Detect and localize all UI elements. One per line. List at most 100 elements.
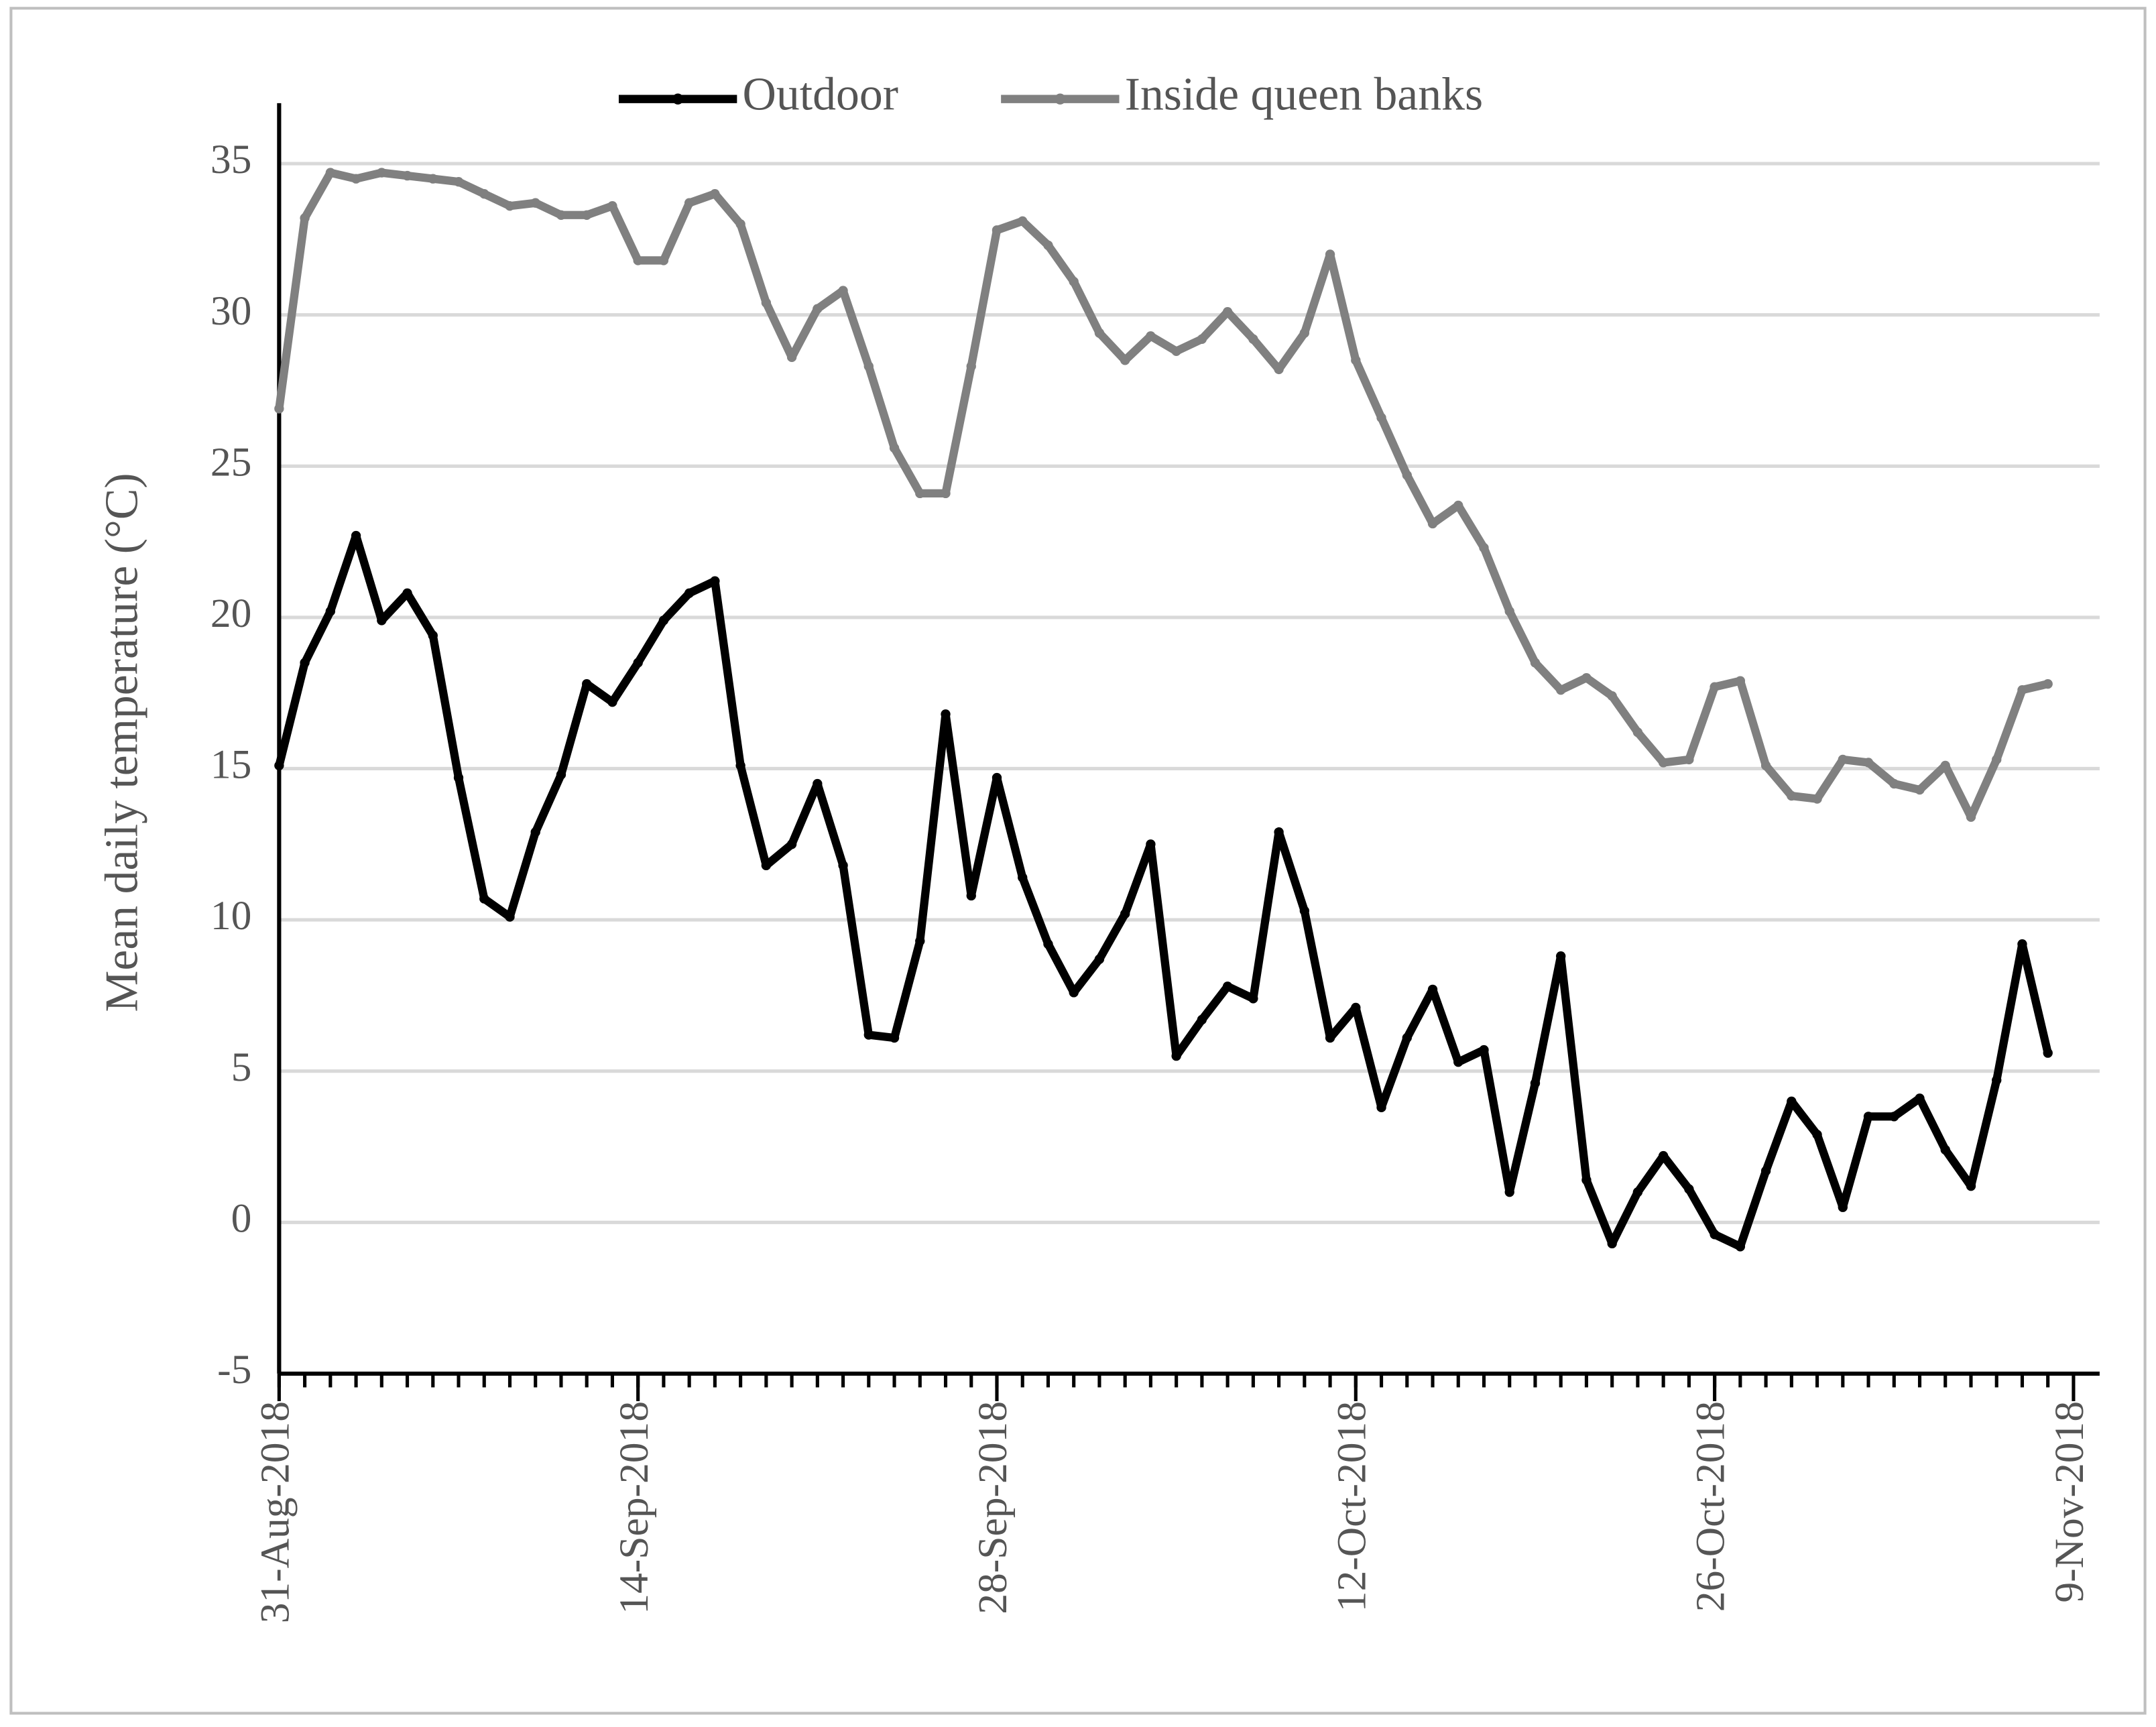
series-point [1351,1002,1361,1013]
series-point [1376,412,1386,423]
series-point [1299,328,1310,338]
series-point [633,255,643,265]
series-point [710,576,720,586]
series-point [1992,1075,2002,1085]
series-point [1889,778,1899,789]
legend-marker [672,93,684,105]
series-point [1402,470,1412,480]
series-point [1171,1051,1181,1061]
series-point [1094,328,1105,338]
series-point [274,404,284,414]
series-point [761,298,772,308]
series-point [1197,334,1207,344]
series-point [1966,812,1976,822]
series-point [966,890,976,901]
series-point [351,174,361,184]
legend-label: Inside queen banks [1125,69,1483,121]
series-point [786,352,797,363]
series-point [1504,1187,1514,1197]
series-point [453,772,464,783]
series-point [992,225,1002,235]
series-point [1427,518,1438,529]
series-point [1427,984,1438,995]
series-point [325,606,336,617]
y-tick-label: 15 [211,742,252,788]
series-point [556,770,566,780]
series-point [1197,1014,1207,1025]
series-point [607,201,617,211]
series-point [1376,1102,1386,1113]
series-point [941,488,951,499]
series-point [1274,827,1284,837]
series-point [1863,1112,1874,1122]
series-point [300,213,310,223]
series-point [505,201,515,211]
x-tick-label: 12-Oct-2018 [1329,1401,1374,1612]
series-point [1120,908,1130,919]
series-point [1402,1032,1412,1043]
series-line [275,531,2052,1251]
series-point [1094,954,1105,964]
series-point [1760,1166,1771,1176]
series-point [325,168,336,178]
series-point [915,936,925,946]
series-point [556,210,566,220]
series-point [428,630,438,641]
series-point [2043,678,2053,689]
series-point [1787,790,1797,801]
series-point [402,588,412,598]
y-tick-label: 35 [211,137,252,182]
y-tick-label: 10 [211,893,252,939]
x-tick-label: 26-Oct-2018 [1688,1401,1734,1612]
series-point [786,839,797,849]
series-point [915,488,925,499]
series-point [505,912,515,922]
series-point [1658,1150,1669,1161]
series-point [1069,276,1079,287]
series-point [1992,754,2002,765]
y-tick-label: 20 [211,591,252,636]
series-point [1325,1032,1335,1043]
y-tick-label: 25 [211,439,252,485]
series-point [813,778,823,789]
series-point [402,170,412,181]
series-point [1940,1144,1950,1155]
series-point [1453,500,1463,511]
series-point [1632,727,1643,737]
series-point [1915,784,1925,795]
series-point [966,361,976,371]
series-point [377,168,387,178]
legend-label: Outdoor [743,69,898,121]
series-point [889,1032,900,1043]
series-point [428,174,438,184]
series-point [1710,1230,1720,1240]
series-point [1940,760,1950,771]
series-point [1838,1202,1848,1212]
series-point [479,894,489,904]
series-point [2017,684,2027,695]
series-point [1453,1057,1463,1067]
series-point [941,709,951,719]
x-tick-label: 14-Sep-2018 [611,1401,657,1614]
y-tick-label: 0 [231,1195,252,1241]
series-point [1351,355,1361,365]
series-point [530,827,540,837]
series-point [1146,839,1156,849]
series-point [1479,542,1489,553]
series-point [735,760,745,771]
series-point [1607,691,1617,701]
series-point [1581,672,1592,683]
legend-marker [1055,93,1066,105]
series-point [1787,1096,1797,1106]
series-point [1607,1238,1617,1249]
series-point [1299,906,1310,916]
series-point [274,760,284,771]
y-tick-label: 5 [231,1045,252,1090]
chart-frame [9,7,2147,1715]
x-tick-label: 28-Sep-2018 [970,1401,1016,1614]
series-point [1812,794,1822,804]
series-point [1018,872,1028,883]
series-point [863,1030,874,1040]
series-point [530,198,540,208]
